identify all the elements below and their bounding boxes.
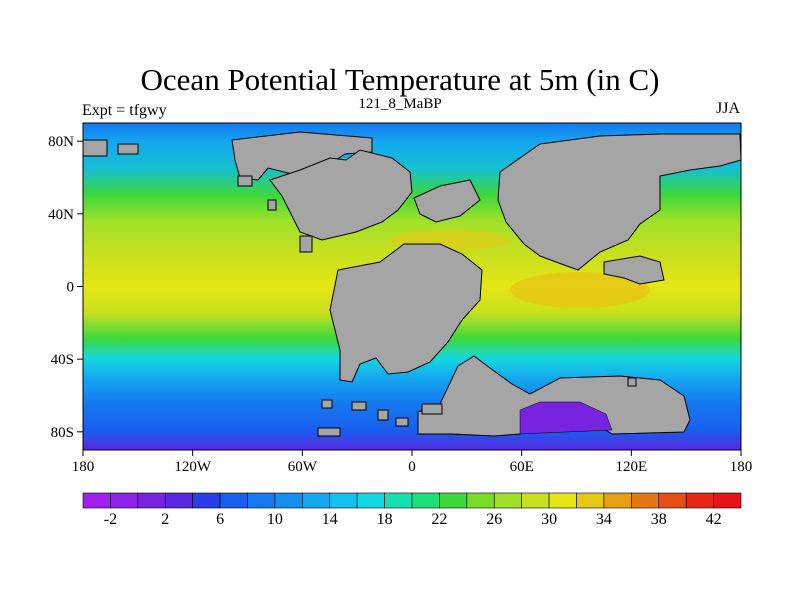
island-9 <box>317 427 341 437</box>
island-5 <box>299 235 313 253</box>
colorbar-label: -2 <box>104 511 117 528</box>
island-10 <box>395 417 409 427</box>
island-3 <box>237 175 253 187</box>
lon-tick-label: 120E <box>615 459 647 475</box>
island-4 <box>267 199 277 211</box>
lat-tick-label: 40N <box>48 207 74 223</box>
colorbar-box <box>576 492 605 509</box>
colorbar-label: 6 <box>216 511 224 528</box>
experiment-label: Expt = tfgwy <box>82 102 167 119</box>
colorbar-box <box>631 492 660 509</box>
colorbar-box <box>247 492 276 509</box>
island-6 <box>321 399 333 409</box>
lon-tick-label: 120W <box>174 459 212 475</box>
colorbar-label: 10 <box>267 511 283 528</box>
colorbar-box <box>603 492 632 509</box>
lat-tick-label: 40S <box>51 352 74 368</box>
colorbar-box <box>548 492 577 509</box>
lat-tick-label: 80N <box>48 134 74 150</box>
colorbar-label: 14 <box>322 511 338 528</box>
colorbar-label: 42 <box>706 511 722 528</box>
longitude-axis: 180 120W 60W 0 60E 120E 180 <box>72 450 753 475</box>
colorbar-label: 22 <box>431 511 447 528</box>
lon-tick-label: 60W <box>288 459 318 475</box>
island-11 <box>421 403 443 415</box>
landmass-antarctica <box>417 355 691 437</box>
warm-pool <box>510 272 650 308</box>
colorbar-box <box>658 492 687 509</box>
lat-tick-label: 0 <box>67 280 75 296</box>
cold-pool <box>519 401 613 435</box>
latitude-axis: 80N 40N 0 40S 80S <box>48 134 83 441</box>
landmass-asia <box>497 133 741 271</box>
colorbar-box <box>685 492 714 509</box>
colorbar-box <box>356 492 385 509</box>
colorbar-box <box>713 492 742 509</box>
lon-tick-label: 180 <box>72 459 95 475</box>
landmass-africa <box>329 243 483 383</box>
colorbar-label: 2 <box>161 511 169 528</box>
colorbar-label: 26 <box>486 511 502 528</box>
colorbar-box <box>192 492 221 509</box>
lat-tick-label: 80S <box>51 425 74 441</box>
colorbar-box <box>521 492 550 509</box>
colorbar-box <box>137 492 166 509</box>
lon-tick-label: 60E <box>510 459 534 475</box>
colorbar-box <box>384 492 413 509</box>
colorbar: -2 2 6 10 14 18 22 26 30 34 38 42 <box>82 492 742 528</box>
time-label: 121_8_MaBP <box>358 96 442 112</box>
colorbar-box <box>302 492 331 509</box>
colorbar-box <box>439 492 468 509</box>
landmass-north-america <box>269 149 413 241</box>
island-2 <box>117 143 139 155</box>
colorbar-box <box>274 492 303 509</box>
island-12 <box>627 377 637 387</box>
landmass-india <box>603 255 665 285</box>
colorbar-box <box>82 492 111 509</box>
colorbar-box <box>110 492 139 509</box>
colorbar-box <box>411 492 440 509</box>
landmass-europe <box>413 179 481 223</box>
season-label: JJA <box>715 100 740 117</box>
colorbar-box <box>164 492 193 509</box>
colorbar-box <box>493 492 522 509</box>
colorbar-label: 18 <box>377 511 393 528</box>
plot-title: Ocean Potential Temperature at 5m (in C) <box>140 62 660 97</box>
island-7 <box>351 401 367 411</box>
colorbar-label: 30 <box>541 511 557 528</box>
island-1 <box>83 139 108 157</box>
island-8 <box>377 409 389 421</box>
colorbar-box <box>329 492 358 509</box>
lon-tick-label: 0 <box>408 459 416 475</box>
colorbar-box <box>466 492 495 509</box>
colorbar-label: 34 <box>596 511 612 528</box>
colorbar-label: 38 <box>651 511 667 528</box>
colorbar-box <box>219 492 248 509</box>
lon-tick-label: 180 <box>730 459 753 475</box>
